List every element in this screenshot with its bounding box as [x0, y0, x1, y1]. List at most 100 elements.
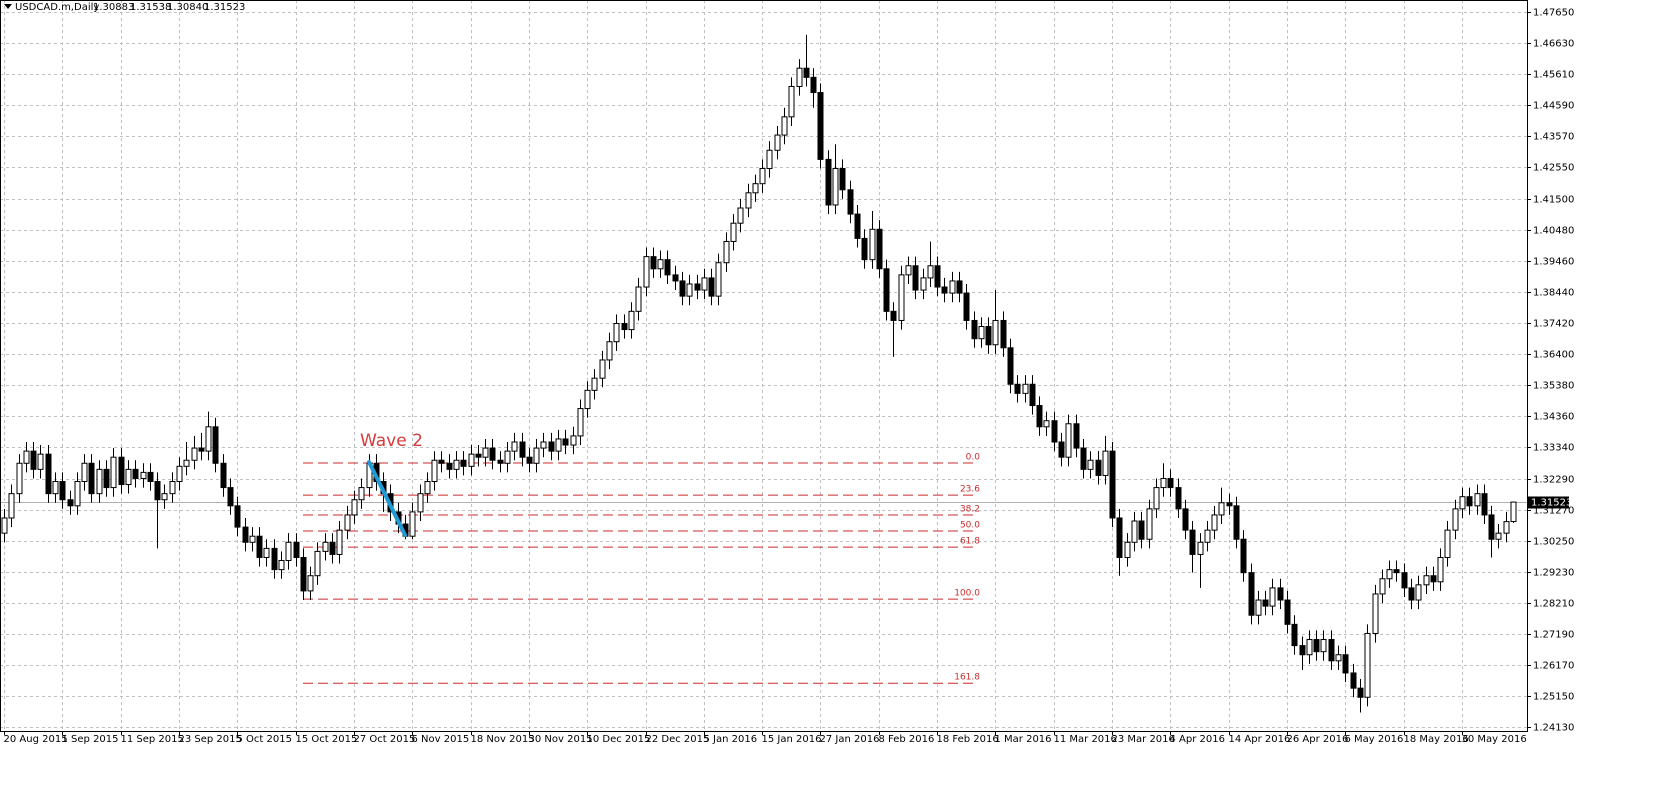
- candle-body: [336, 529, 343, 555]
- y-tick-label: 1.26170: [1533, 661, 1574, 672]
- candle-body: [453, 459, 460, 470]
- candle-body: [1335, 654, 1342, 662]
- candle-body: [752, 183, 759, 194]
- candle-body: [23, 450, 30, 464]
- candle-body: [526, 456, 533, 464]
- candle-body: [985, 326, 992, 346]
- candle-body: [140, 471, 147, 479]
- candle-body: [446, 462, 453, 470]
- candle-body: [949, 280, 956, 294]
- candle-body: [1218, 502, 1225, 516]
- candle-body: [1226, 502, 1233, 507]
- candle-body: [927, 265, 934, 279]
- y-tick-label: 1.28210: [1533, 599, 1574, 610]
- quote-high: 1.31538: [130, 2, 171, 13]
- candle-body: [1320, 639, 1327, 653]
- y-tick-label: 1.34360: [1533, 412, 1574, 423]
- candle-body: [118, 456, 125, 486]
- candles: [1, 34, 1517, 713]
- y-tick-label: 1.36400: [1533, 350, 1574, 361]
- candle-body: [1153, 487, 1160, 510]
- candle-body: [504, 450, 511, 464]
- x-tick-label: 26 Apr 2016: [1287, 734, 1349, 745]
- candle-body: [234, 505, 241, 528]
- y-tick-label: 1.25150: [1533, 692, 1574, 703]
- candle-body: [650, 256, 657, 270]
- candle-body: [497, 459, 504, 464]
- candle-body: [344, 514, 351, 531]
- candle-body: [1306, 639, 1313, 656]
- candle-body: [30, 450, 37, 470]
- y-tick-label: 1.29230: [1533, 568, 1574, 579]
- candle-body: [293, 541, 300, 558]
- candle-body: [1175, 487, 1182, 510]
- plot-border: [0, 0, 1528, 732]
- candle-body: [1, 517, 8, 534]
- candle-body: [154, 481, 161, 501]
- fib-label: 50.0: [960, 521, 980, 531]
- candle-body: [1116, 517, 1123, 558]
- candle-body: [256, 535, 263, 558]
- x-tick-label: 15 Jan 2016: [762, 734, 822, 745]
- menu-arrow[interactable]: [4, 4, 12, 9]
- quote-open: 1.30883: [93, 2, 134, 13]
- y-tick-label: 1.41500: [1533, 195, 1574, 206]
- candle-body: [1233, 505, 1240, 540]
- candle-body: [621, 322, 628, 331]
- candle-body: [482, 447, 489, 458]
- y-tick-label: 1.43570: [1533, 132, 1574, 143]
- y-tick-label: 1.38440: [1533, 288, 1574, 299]
- y-tick-label: 1.31270: [1533, 506, 1574, 517]
- y-tick-label: 1.47650: [1533, 8, 1574, 19]
- candle-body: [8, 493, 15, 519]
- candle-body: [183, 459, 190, 467]
- x-tick-label: 8 Feb 2016: [879, 734, 935, 745]
- candle-body: [1466, 496, 1473, 507]
- candle-body: [971, 319, 978, 340]
- candle-body: [110, 456, 117, 489]
- x-tick-label: 10 Dec 2015: [587, 734, 651, 745]
- x-tick-label: 11 Mar 2016: [1054, 734, 1117, 745]
- fib-label: 161.8: [954, 673, 980, 683]
- candle-body: [839, 168, 846, 191]
- candle-body: [883, 268, 890, 312]
- candle-body: [205, 426, 212, 452]
- x-tick-label: 23 Mar 2016: [1112, 734, 1175, 745]
- candle-body: [963, 292, 970, 321]
- x-tick-label: 1 Sep 2015: [62, 734, 119, 745]
- candle-body: [1481, 493, 1488, 516]
- candle-body: [52, 481, 59, 495]
- candle-body: [664, 259, 671, 276]
- candle-body: [759, 168, 766, 185]
- x-tick-label: 20 Aug 2015: [4, 734, 68, 745]
- candle-body: [628, 310, 635, 331]
- candle-body: [533, 447, 540, 464]
- candle-body: [1364, 632, 1371, 698]
- candle-body: [1131, 520, 1138, 543]
- y-tick-label: 1.32290: [1533, 475, 1574, 486]
- candle-body: [198, 447, 205, 452]
- candle-body: [1051, 420, 1058, 443]
- candle-body: [825, 158, 832, 206]
- candle-body: [1262, 599, 1269, 607]
- candle-body: [745, 192, 752, 209]
- y-tick-label: 1.35380: [1533, 381, 1574, 392]
- candle-body: [548, 441, 555, 452]
- candle-body: [715, 262, 722, 297]
- candle-body: [519, 441, 526, 458]
- candle-body: [774, 134, 781, 151]
- candle-body: [1197, 541, 1204, 555]
- candle-body: [672, 274, 679, 282]
- candle-body: [861, 237, 868, 261]
- wave-line: [367, 460, 407, 537]
- candle-body: [1160, 477, 1167, 489]
- candle-body: [468, 453, 475, 467]
- candle-body: [613, 322, 620, 343]
- candle-body: [730, 222, 737, 242]
- candle-body: [737, 207, 744, 224]
- candle-body: [781, 116, 788, 136]
- symbol: USDCAD.m,Daily: [15, 2, 99, 13]
- candle-body: [417, 493, 424, 513]
